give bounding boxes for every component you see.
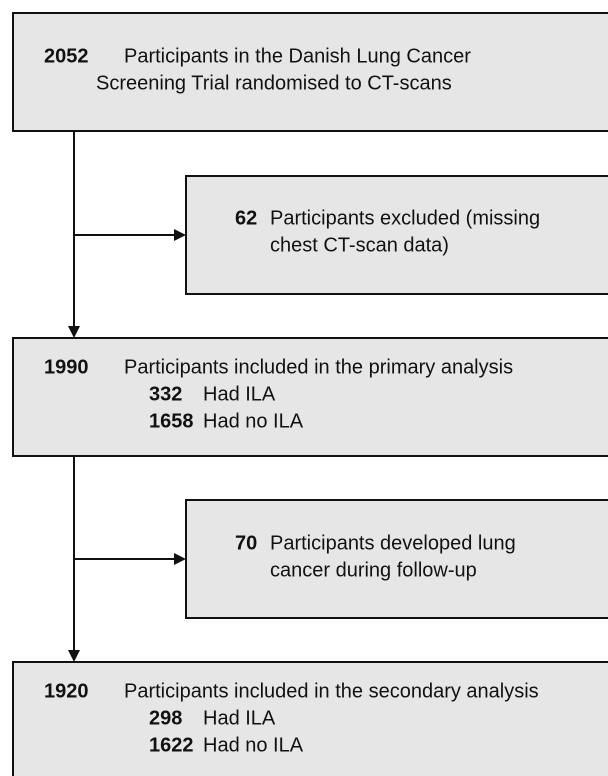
label: cancer during follow-up: [270, 559, 477, 581]
label: Participants included in the secondary a…: [124, 680, 539, 702]
label: chest CT-scan data): [270, 234, 449, 256]
count: 70: [235, 532, 257, 554]
box: [12, 337, 608, 457]
box: [185, 175, 608, 295]
arrowhead: [68, 650, 80, 662]
count: 332: [149, 383, 182, 405]
count: 62: [235, 207, 257, 229]
label: Participants in the Danish Lung Cancer: [124, 45, 471, 67]
arrowhead: [174, 553, 186, 565]
count: 1658: [149, 410, 194, 432]
count: 298: [149, 707, 182, 729]
label: Had ILA: [203, 383, 276, 405]
label: Had ILA: [203, 707, 276, 729]
box: [12, 661, 608, 776]
box: [12, 12, 608, 132]
count: 1990: [44, 356, 89, 378]
count: 1920: [44, 680, 89, 702]
label: Had no ILA: [203, 410, 304, 432]
count: 1622: [149, 734, 194, 756]
label: Participants developed lung: [270, 532, 516, 554]
box: [185, 499, 608, 619]
arrowhead: [174, 229, 186, 241]
label: Had no ILA: [203, 734, 304, 756]
arrowhead: [68, 326, 80, 338]
count: 2052: [44, 45, 89, 67]
label: Participants included in the primary ana…: [124, 356, 513, 378]
label: Screening Trial randomised to CT-scans: [96, 72, 452, 94]
label: Participants excluded (missing: [270, 207, 540, 229]
